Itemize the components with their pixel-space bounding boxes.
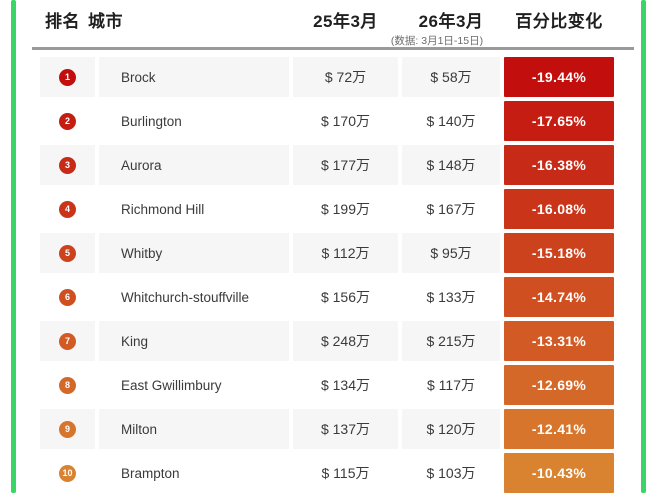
table-row: 8 East Gwillimbury $ 134万 $ 117万 -12.69% [40,365,614,405]
rank-cell: 7 [40,321,95,361]
change-badge: -10.43% [504,453,614,493]
table-row: 2 Burlington $ 170万 $ 140万 -17.65% [40,101,614,141]
rank-cell: 2 [40,101,95,141]
table-row: 3 Aurora $ 177万 $ 148万 -16.38% [40,145,614,185]
price-mar26-cell: $ 148万 [402,145,500,185]
rank-cell: 5 [40,233,95,273]
table-row: 5 Whitby $ 112万 $ 95万 -15.18% [40,233,614,273]
rank-cell: 9 [40,409,95,449]
table: 排名 城市 25年3月 26年3月 (数据: 3月1日-15日) 百分比变化 1… [32,0,634,493]
table-body: 1 Brock $ 72万 $ 58万 -19.44% 2 Burlington… [40,57,614,497]
price-mar26-cell: $ 120万 [402,409,500,449]
price-mar25-cell: $ 199万 [320,201,371,217]
table-row: 6 Whitchurch-stouffville $ 156万 $ 133万 -… [40,277,614,317]
column-header-change: 百分比变化 [515,12,603,31]
table-row: 1 Brock $ 72万 $ 58万 -19.44% [40,57,614,97]
city-cell: Richmond Hill [121,201,205,217]
price-mar26-cell: $ 103万 [426,465,476,481]
table-row: 9 Milton $ 137万 $ 120万 -12.41% [40,409,614,449]
price-mar26-cell: $ 140万 [426,113,476,129]
green-border-left [11,0,16,493]
table-row: 10 Brampton $ 115万 $ 103万 -10.43% [40,453,614,493]
price-mar25-cell: $ 72万 [293,57,398,97]
change-badge: -17.65% [504,101,614,141]
change-badge: -12.41% [504,409,614,449]
column-header-rank: 排名 [45,12,80,31]
table-header: 排名 城市 25年3月 26年3月 (数据: 3月1日-15日) 百分比变化 [40,0,614,47]
change-badge: -16.38% [504,145,614,185]
change-badge: -19.44% [504,57,614,97]
rank-badge: 5 [59,244,76,262]
price-mar25-cell: $ 134万 [320,377,371,393]
rank-badge: 1 [59,68,76,86]
rank-cell: 4 [40,189,95,229]
change-badge: -14.74% [504,277,614,317]
price-mar26-cell: $ 95万 [402,233,500,273]
city-cell: Whitchurch-stouffville [121,289,250,305]
city-cell: Brock [99,57,289,97]
rank-badge: 3 [59,156,76,174]
city-cell: Whitby [99,233,289,273]
price-mar25-cell: $ 112万 [293,233,398,273]
city-cell: East Gwillimbury [121,377,222,393]
price-mar25-cell: $ 156万 [320,289,371,305]
change-badge: -15.18% [504,233,614,273]
column-header-city: 城市 [88,12,123,31]
rank-badge: 6 [59,288,76,306]
table-row: 7 King $ 248万 $ 215万 -13.31% [40,321,614,361]
price-mar25-cell: $ 170万 [320,113,371,129]
rank-cell: 10 [40,453,95,493]
city-cell: Milton [99,409,289,449]
rank-badge: 4 [59,200,76,218]
price-mar26-cell: $ 133万 [426,289,476,305]
change-badge: -12.69% [504,365,614,405]
rank-badge: 9 [59,420,76,438]
header-divider [32,47,634,50]
price-mar25-cell: $ 115万 [321,465,370,481]
green-border-right [641,0,646,493]
column-header-mar26: 26年3月 (数据: 3月1日-15日) [391,7,500,47]
rank-cell: 8 [40,365,95,405]
rank-cell: 1 [40,57,95,97]
rank-cell: 3 [40,145,95,185]
price-mar26-cell: $ 215万 [402,321,500,361]
column-header-mar25: 25年3月 [313,12,378,31]
change-badge: -13.31% [504,321,614,361]
price-mar25-cell: $ 248万 [293,321,398,361]
city-cell: King [99,321,289,361]
column-header-mar26-note: (数据: 3月1日-15日) [390,35,484,47]
price-mar26-cell: $ 58万 [402,57,500,97]
price-mar26-cell: $ 117万 [427,377,475,393]
table-row: 4 Richmond Hill $ 199万 $ 167万 -16.08% [40,189,614,229]
rank-badge: 8 [59,376,76,394]
rank-cell: 6 [40,277,95,317]
price-mar25-cell: $ 177万 [293,145,398,185]
price-mar26-cell: $ 167万 [426,201,476,217]
price-mar25-cell: $ 137万 [293,409,398,449]
city-cell: Burlington [121,113,182,129]
rank-badge: 2 [59,112,76,130]
change-badge: -16.08% [504,189,614,229]
city-cell: Brampton [121,465,180,481]
city-cell: Aurora [99,145,289,185]
column-header-mar26-label: 26年3月 [418,12,484,31]
rank-badge: 10 [59,464,76,482]
rank-badge: 7 [59,332,76,350]
